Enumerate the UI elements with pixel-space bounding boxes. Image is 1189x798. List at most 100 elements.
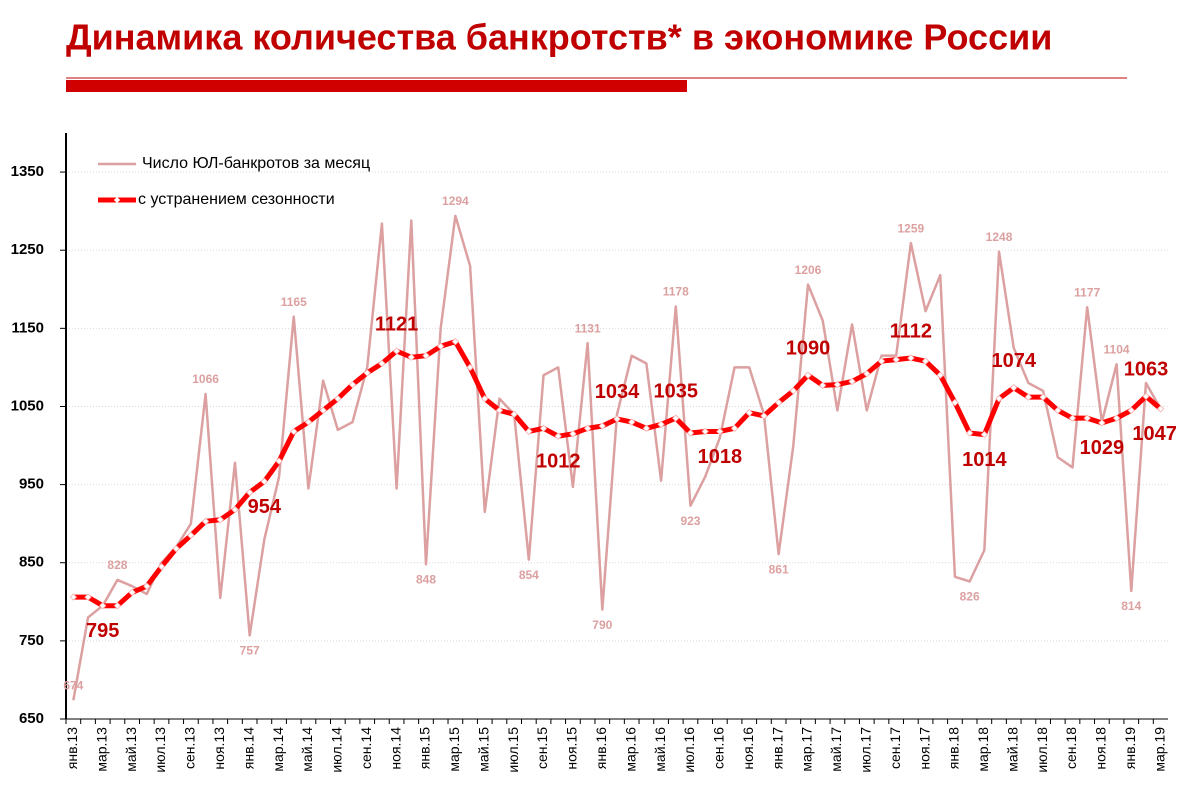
point-marker xyxy=(936,371,944,379)
point-marker xyxy=(863,369,871,378)
data-label: 826 xyxy=(960,590,980,604)
point-marker xyxy=(921,357,930,365)
point-marker xyxy=(1024,393,1033,401)
point-marker xyxy=(686,429,695,437)
chart-title: Динамика количества банкротств* в эконом… xyxy=(66,17,1052,58)
point-marker xyxy=(128,588,136,597)
x-tick-label: сен.14 xyxy=(358,727,374,769)
data-label: 954 xyxy=(248,496,282,518)
x-tick-label: май.13 xyxy=(123,727,139,772)
point-marker xyxy=(143,582,151,590)
y-tick-label: 950 xyxy=(19,476,44,493)
x-tick-label: янв.17 xyxy=(769,727,785,769)
data-label: 1018 xyxy=(698,446,743,468)
point-marker xyxy=(348,380,357,389)
data-label: 1034 xyxy=(595,381,640,403)
point-marker xyxy=(437,342,445,350)
point-marker xyxy=(216,516,224,524)
point-marker xyxy=(848,377,856,386)
point-marker xyxy=(1098,419,1106,427)
point-marker xyxy=(1083,414,1091,422)
title-bar xyxy=(66,80,687,92)
point-marker xyxy=(157,562,166,571)
x-tick-label: ноя.15 xyxy=(564,727,580,770)
point-marker xyxy=(407,353,415,361)
data-label: 1178 xyxy=(663,285,689,299)
point-marker xyxy=(99,602,107,610)
x-tick-label: июл.15 xyxy=(505,727,521,773)
data-label: 790 xyxy=(592,618,612,632)
x-tick-label: июл.16 xyxy=(681,727,697,773)
x-tick-label: сен.18 xyxy=(1063,727,1079,769)
x-tick-label: ноя.13 xyxy=(211,727,227,770)
data-label: 1066 xyxy=(192,372,219,386)
data-label: 1074 xyxy=(991,350,1036,372)
x-tick-label: сен.16 xyxy=(711,727,727,769)
data-label: 795 xyxy=(86,620,119,642)
point-marker xyxy=(201,517,210,525)
x-tick-label: июл.13 xyxy=(152,727,168,773)
point-marker xyxy=(1112,414,1121,422)
x-tick-label: сен.15 xyxy=(534,727,550,769)
point-marker xyxy=(466,363,474,372)
x-tick-label: мар.19 xyxy=(1151,727,1167,772)
data-label: 1259 xyxy=(898,221,925,235)
point-marker xyxy=(422,352,430,360)
data-label: 814 xyxy=(1121,599,1141,613)
data-label: 1294 xyxy=(442,194,469,208)
point-marker xyxy=(701,427,709,436)
x-tick-label: май.15 xyxy=(475,727,491,772)
data-label: 1014 xyxy=(962,449,1007,471)
point-marker xyxy=(1068,414,1077,422)
point-marker xyxy=(995,394,1003,403)
x-tick-label: ноя.18 xyxy=(1093,727,1109,770)
y-tick-label: 1350 xyxy=(11,163,44,180)
point-marker xyxy=(1039,393,1047,401)
x-tick-label: мар.16 xyxy=(622,727,638,772)
point-marker xyxy=(789,387,797,395)
point-marker xyxy=(1156,405,1165,413)
x-tick-label: янв.19 xyxy=(1122,727,1138,769)
point-marker xyxy=(1054,406,1062,415)
x-tick-label: май.16 xyxy=(652,727,668,772)
point-marker xyxy=(304,418,313,426)
x-tick-label: янв.16 xyxy=(593,727,609,769)
data-label: 674 xyxy=(63,678,83,692)
point-marker xyxy=(730,424,739,433)
point-marker xyxy=(451,337,460,346)
x-tick-label: июл.17 xyxy=(857,727,873,773)
data-label: 1165 xyxy=(281,295,307,309)
data-label: 1112 xyxy=(890,320,932,342)
point-marker xyxy=(892,355,900,364)
data-label: 1177 xyxy=(1074,285,1100,299)
point-marker xyxy=(907,354,915,362)
point-marker xyxy=(334,394,342,403)
x-tick-label: мар.14 xyxy=(270,727,286,772)
data-label: 828 xyxy=(107,558,127,572)
point-marker xyxy=(275,457,283,465)
point-marker xyxy=(804,371,812,379)
point-marker xyxy=(672,414,680,422)
data-label: 1206 xyxy=(795,263,822,277)
point-marker xyxy=(481,394,489,403)
point-marker xyxy=(392,347,401,355)
data-label: 1063 xyxy=(1124,359,1169,381)
data-label: 757 xyxy=(240,644,260,658)
point-marker xyxy=(245,488,254,497)
point-marker xyxy=(569,430,577,438)
point-marker xyxy=(554,432,562,440)
point-marker xyxy=(628,418,636,426)
point-marker xyxy=(745,409,753,417)
point-marker xyxy=(187,531,195,540)
x-tick-label: май.17 xyxy=(828,727,844,772)
point-marker xyxy=(760,412,768,420)
data-label: 1121 xyxy=(375,313,418,335)
x-tick-label: май.18 xyxy=(1004,727,1020,772)
point-marker xyxy=(319,406,327,415)
point-marker xyxy=(583,424,592,433)
point-marker xyxy=(980,430,989,439)
data-label: 1104 xyxy=(1104,342,1130,356)
y-tick-label: 650 xyxy=(19,710,44,727)
point-marker xyxy=(877,357,886,365)
